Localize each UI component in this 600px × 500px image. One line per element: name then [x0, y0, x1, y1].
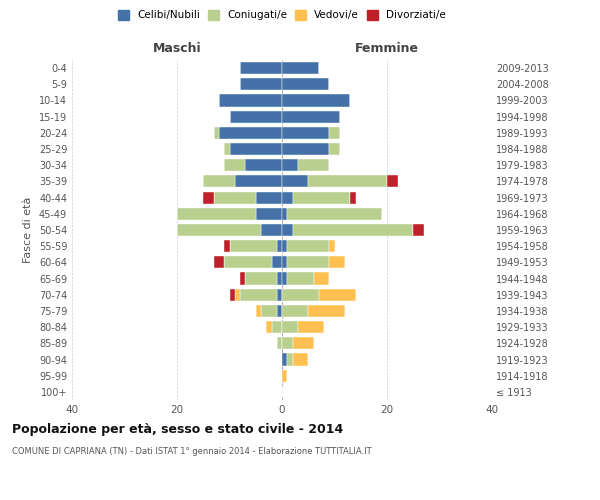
- Bar: [298, 321, 324, 333]
- Bar: [287, 272, 314, 284]
- Bar: [240, 272, 245, 284]
- Bar: [282, 208, 287, 220]
- Bar: [177, 208, 256, 220]
- Bar: [240, 288, 277, 301]
- Bar: [277, 240, 282, 252]
- Bar: [282, 338, 293, 349]
- Bar: [256, 192, 282, 203]
- Bar: [282, 62, 319, 74]
- Bar: [308, 305, 345, 317]
- Text: COMUNE DI CAPRIANA (TN) - Dati ISTAT 1° gennaio 2014 - Elaborazione TUTTITALIA.I: COMUNE DI CAPRIANA (TN) - Dati ISTAT 1° …: [12, 448, 371, 456]
- Bar: [203, 192, 214, 203]
- Bar: [256, 305, 261, 317]
- Bar: [293, 192, 350, 203]
- Bar: [245, 159, 282, 172]
- Bar: [277, 272, 282, 284]
- Bar: [256, 208, 282, 220]
- Bar: [282, 176, 308, 188]
- Bar: [214, 256, 224, 268]
- Bar: [350, 192, 355, 203]
- Bar: [235, 176, 282, 188]
- Bar: [219, 94, 282, 106]
- Bar: [282, 321, 298, 333]
- Bar: [224, 143, 229, 155]
- Bar: [177, 224, 261, 236]
- Bar: [329, 127, 340, 139]
- Bar: [214, 127, 219, 139]
- Bar: [282, 256, 287, 268]
- Bar: [329, 143, 340, 155]
- Bar: [224, 240, 229, 252]
- Bar: [282, 354, 287, 366]
- Bar: [282, 224, 293, 236]
- Bar: [319, 288, 355, 301]
- Bar: [287, 240, 329, 252]
- Bar: [271, 321, 282, 333]
- Bar: [235, 288, 240, 301]
- Bar: [293, 338, 314, 349]
- Bar: [261, 305, 277, 317]
- Text: Maschi: Maschi: [152, 42, 202, 55]
- Bar: [282, 240, 287, 252]
- Bar: [214, 192, 256, 203]
- Bar: [293, 354, 308, 366]
- Bar: [282, 78, 329, 90]
- Y-axis label: Fasce di età: Fasce di età: [23, 197, 33, 263]
- Bar: [287, 354, 293, 366]
- Bar: [287, 256, 329, 268]
- Bar: [293, 224, 413, 236]
- Bar: [240, 78, 282, 90]
- Bar: [282, 370, 287, 382]
- Bar: [240, 62, 282, 74]
- Bar: [229, 240, 277, 252]
- Bar: [329, 256, 345, 268]
- Bar: [224, 159, 245, 172]
- Bar: [229, 288, 235, 301]
- Bar: [282, 159, 298, 172]
- Bar: [282, 272, 287, 284]
- Bar: [314, 272, 329, 284]
- Bar: [219, 127, 282, 139]
- Bar: [282, 288, 319, 301]
- Bar: [261, 224, 282, 236]
- Text: Popolazione per età, sesso e stato civile - 2014: Popolazione per età, sesso e stato civil…: [12, 422, 343, 436]
- Bar: [277, 288, 282, 301]
- Bar: [329, 240, 335, 252]
- Bar: [271, 256, 282, 268]
- Bar: [387, 176, 398, 188]
- Bar: [282, 94, 350, 106]
- Bar: [282, 305, 308, 317]
- Bar: [203, 176, 235, 188]
- Bar: [229, 143, 282, 155]
- Bar: [282, 143, 329, 155]
- Bar: [282, 110, 340, 122]
- Bar: [282, 127, 329, 139]
- Bar: [298, 159, 329, 172]
- Bar: [266, 321, 271, 333]
- Bar: [229, 110, 282, 122]
- Legend: Celibi/Nubili, Coniugati/e, Vedovi/e, Divorziati/e: Celibi/Nubili, Coniugati/e, Vedovi/e, Di…: [118, 10, 446, 20]
- Bar: [245, 272, 277, 284]
- Bar: [308, 176, 387, 188]
- Bar: [413, 224, 424, 236]
- Bar: [282, 192, 293, 203]
- Bar: [277, 305, 282, 317]
- Bar: [277, 338, 282, 349]
- Bar: [287, 208, 382, 220]
- Text: Femmine: Femmine: [355, 42, 419, 55]
- Bar: [224, 256, 271, 268]
